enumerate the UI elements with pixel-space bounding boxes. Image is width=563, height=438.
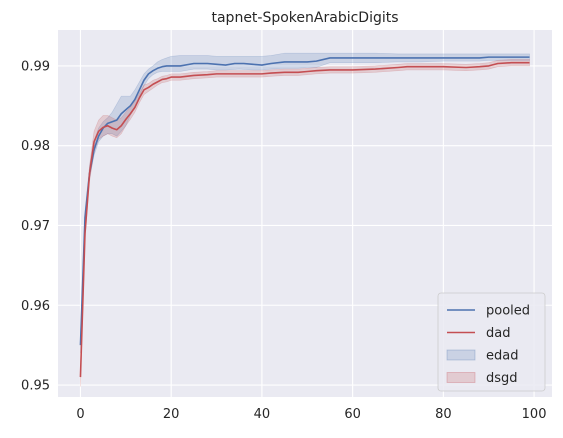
x-axis-ticks: 0 20 40 60 80 100 [76, 407, 546, 422]
y-tick-label: 0.95 [21, 379, 50, 394]
series-line-pooled [79, 56, 530, 346]
chart-title: tapnet-SpokenArabicDigits [211, 10, 398, 26]
confidence-bands [80, 52, 530, 387]
y-tick-label: 0.99 [21, 59, 50, 74]
x-tick-label: 80 [435, 407, 452, 422]
grid-lines [58, 30, 552, 397]
series-lines [79, 56, 530, 378]
x-tick-label: 40 [254, 407, 271, 422]
chart-legend: pooled dad edad dsgd [437, 292, 546, 392]
legend-label-edad: edad [486, 349, 518, 364]
y-tick-label: 0.97 [21, 219, 50, 234]
y-axis-ticks: 0.95 0.96 0.97 0.98 0.99 [21, 59, 50, 393]
legend-swatch-edad [446, 349, 476, 361]
legend-label-dsgd: dsgd [486, 371, 518, 386]
legend-swatch-dsgd [446, 372, 476, 383]
legend-label-pooled: pooled [486, 304, 530, 319]
y-tick-label: 0.96 [21, 299, 50, 314]
x-tick-label: 100 [522, 407, 547, 422]
band-edad [80, 52, 530, 354]
x-tick-label: 20 [163, 407, 180, 422]
band-dsgd [80, 59, 530, 387]
x-tick-label: 0 [76, 407, 84, 422]
legend-label-dad: dad [486, 326, 510, 341]
legend-frame [437, 292, 546, 392]
series-line-dad [79, 61, 530, 378]
y-tick-label: 0.98 [21, 139, 50, 154]
x-tick-label: 60 [344, 407, 361, 422]
